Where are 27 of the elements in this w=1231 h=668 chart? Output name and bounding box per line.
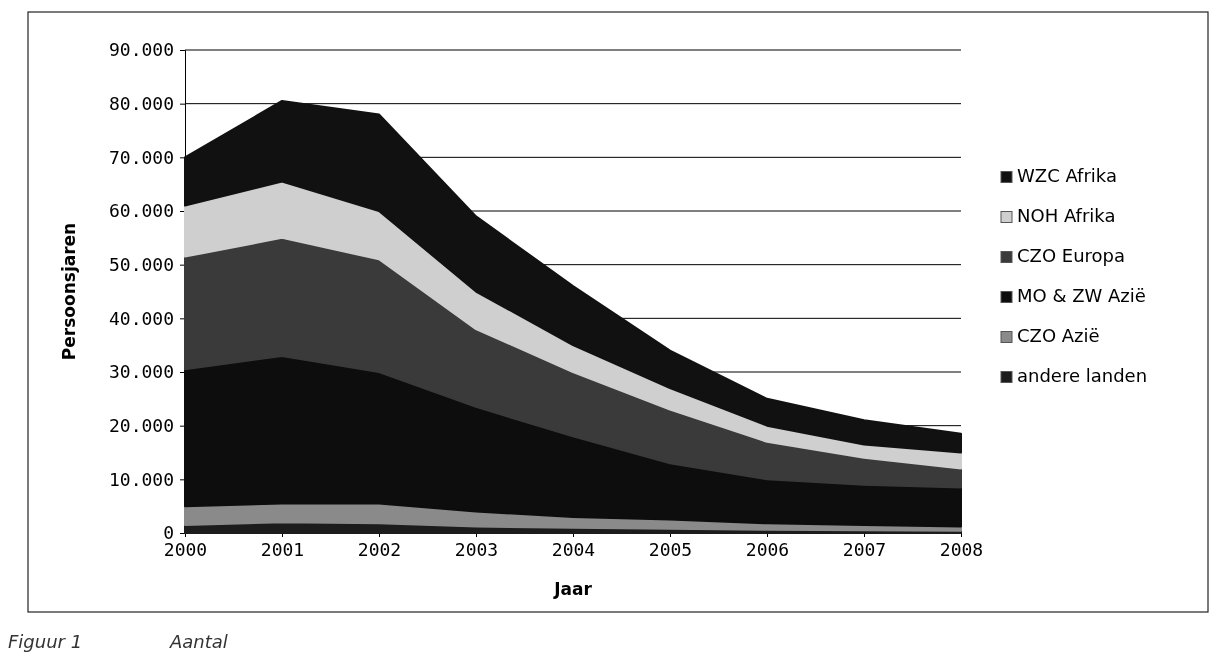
x-tick-label: 2003 bbox=[454, 538, 499, 560]
x-tick-label: 2007 bbox=[842, 538, 887, 560]
y-tick-label: 30.000 bbox=[108, 361, 174, 383]
y-tick-label: 20.000 bbox=[108, 414, 174, 436]
y-tick-label: 50.000 bbox=[108, 253, 174, 275]
x-tick-label: 2001 bbox=[260, 538, 305, 560]
text: Figuur 1 bbox=[8, 631, 83, 652]
y-tick-label: 60.000 bbox=[108, 200, 174, 222]
x-tick-label: 2002 bbox=[357, 538, 402, 560]
legend-label: WZC Afrika bbox=[1017, 164, 1117, 186]
y-tick-label: 80.000 bbox=[108, 92, 174, 114]
y-tick-label: 40.000 bbox=[108, 307, 174, 329]
x-tick-label: 2006 bbox=[745, 538, 790, 560]
x-tick-label: 2005 bbox=[648, 538, 693, 560]
x-axis-title: Jaar bbox=[553, 579, 593, 599]
legend-label: NOH Afrika bbox=[1017, 204, 1116, 226]
y-tick-label: 70.000 bbox=[108, 146, 174, 168]
legend-label: CZO Azië bbox=[1017, 324, 1100, 346]
x-tick-label: 2008 bbox=[939, 538, 984, 560]
legend-label: CZO Europa bbox=[1017, 244, 1126, 266]
y-tick-label: 90.000 bbox=[108, 39, 174, 61]
x-tick-label: 2004 bbox=[551, 538, 596, 560]
legend-label: MO & ZW Azië bbox=[1017, 284, 1146, 306]
legend-label: andere landen bbox=[1017, 364, 1148, 386]
y-tick-label: 10.000 bbox=[108, 468, 174, 490]
text: Aantal bbox=[169, 631, 228, 652]
y-axis-title: Persoonsjaren bbox=[59, 222, 79, 361]
